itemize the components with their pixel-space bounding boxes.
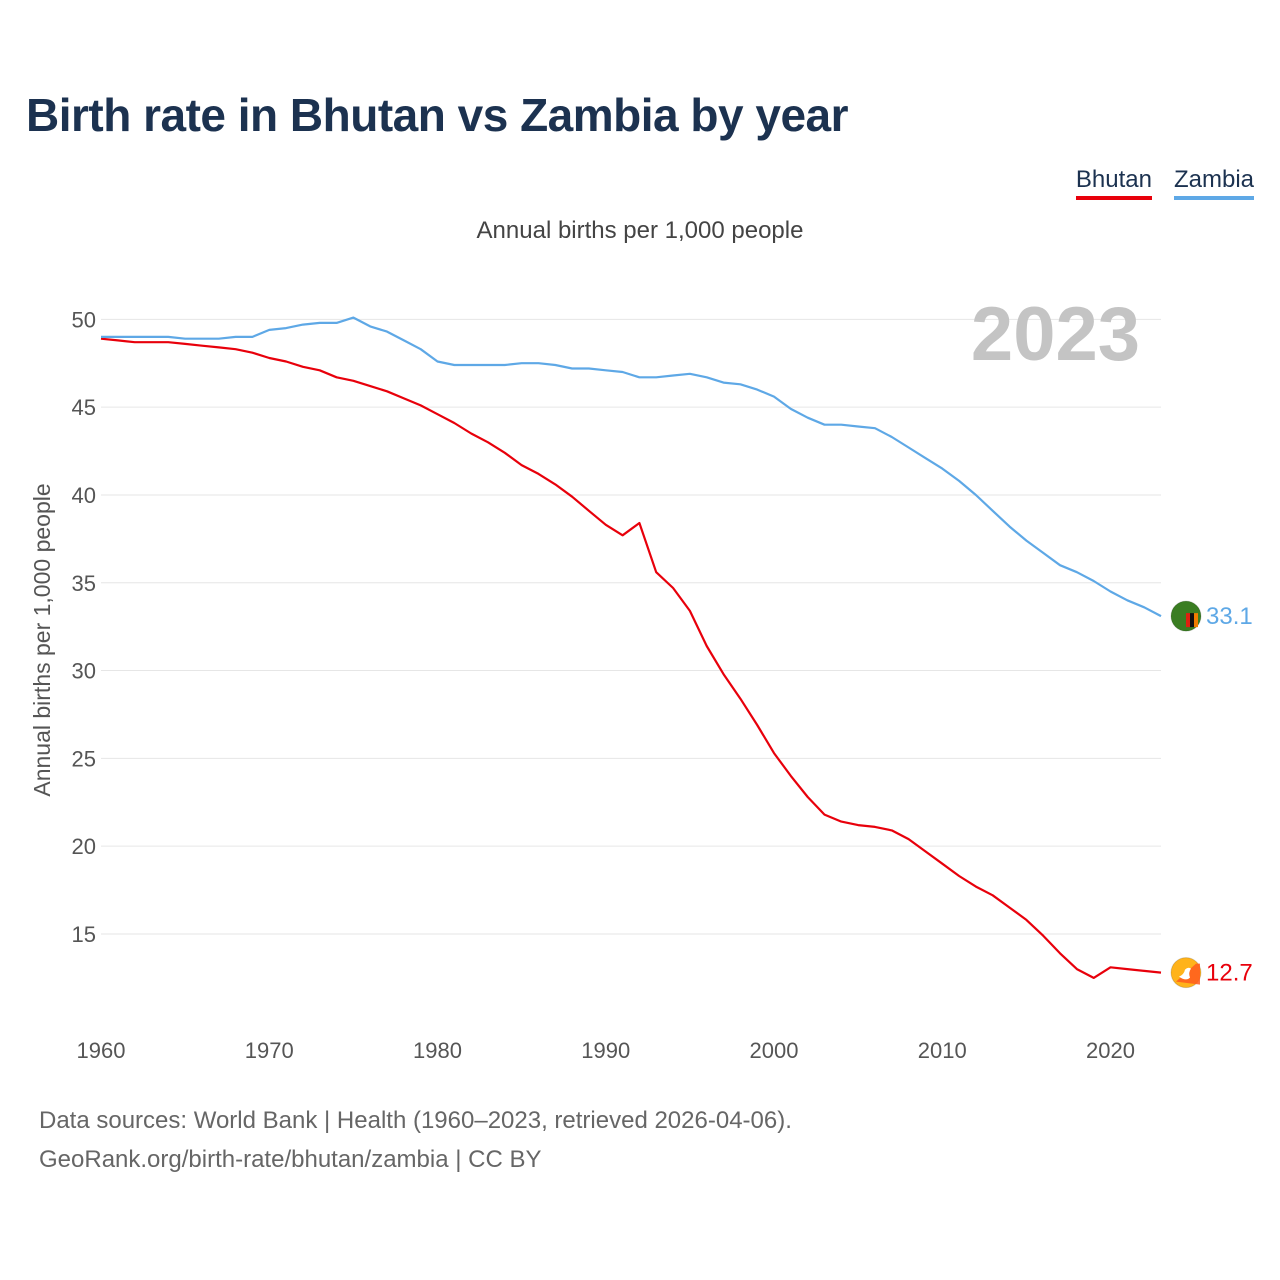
x-tick-label-1990: 1990: [581, 1038, 630, 1063]
x-tick-label-1970: 1970: [245, 1038, 294, 1063]
year-label: 2023: [971, 292, 1140, 377]
y-axis-label: Annual births per 1,000 people: [29, 483, 55, 796]
series-line-zambia: [101, 316, 1162, 618]
flag-stripe-orange: [1194, 613, 1198, 628]
y-tick-label-30: 30: [72, 659, 96, 684]
legend-item-zambia[interactable]: Zambia: [1173, 166, 1254, 200]
flag-stripe-red: [1186, 613, 1190, 628]
flag-marker-bhutan: [1170, 957, 1202, 989]
y-tick-label-40: 40: [72, 483, 96, 508]
y-tick-label-20: 20: [72, 834, 96, 859]
x-tick-label-1980: 1980: [413, 1038, 462, 1063]
end-label-bhutan: 12.7: [1206, 960, 1253, 987]
flag-stripe-black: [1190, 613, 1194, 628]
x-tick-label-1960: 1960: [77, 1038, 126, 1063]
x-tick-label-2020: 2020: [1086, 1038, 1135, 1063]
series-line-bhutan: [100, 337, 1162, 979]
end-markers: 12.7 33.1: [1170, 600, 1253, 989]
y-tick-label-45: 45: [72, 395, 96, 420]
y-tick-label-15: 15: [72, 922, 96, 947]
x-axis-ticks: 1960 1970 1980 1990 2000 2010 2020: [77, 1038, 1135, 1063]
legend: Bhutan Zambia: [1075, 166, 1254, 200]
flag-marker-zambia: [1170, 600, 1202, 632]
y-tick-label-25: 25: [72, 746, 96, 771]
chart-subtitle: Annual births per 1,000 people: [476, 217, 804, 244]
legend-item-bhutan[interactable]: Bhutan: [1075, 166, 1152, 200]
y-tick-label-35: 35: [72, 571, 96, 596]
y-tick-label-50: 50: [72, 307, 96, 332]
gridlines: [101, 318, 1161, 935]
end-label-zambia: 33.1: [1206, 603, 1253, 630]
x-tick-label-2000: 2000: [750, 1038, 799, 1063]
x-tick-label-2010: 2010: [918, 1038, 967, 1063]
y-axis-ticks: 15 20 25 30 35 40 45 50: [72, 307, 96, 947]
footer-credit: GeoRank.org/birth-rate/bhutan/zambia | C…: [39, 1146, 542, 1173]
chart-title: Birth rate in Bhutan vs Zambia by year: [26, 89, 849, 141]
footer-sources: Data sources: World Bank | Health (1960–…: [39, 1107, 792, 1134]
flag-dragon: [1179, 967, 1191, 980]
series-lines: [100, 316, 1162, 979]
